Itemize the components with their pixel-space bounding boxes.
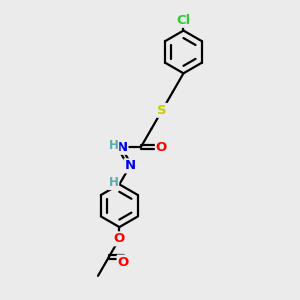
Text: O: O <box>156 141 167 154</box>
Text: H: H <box>109 176 118 189</box>
Text: H: H <box>109 139 118 152</box>
Text: O: O <box>118 256 129 268</box>
Text: S: S <box>157 104 167 117</box>
Text: O: O <box>114 232 125 245</box>
Text: N: N <box>124 159 136 172</box>
Text: N: N <box>116 141 128 154</box>
Text: Cl: Cl <box>176 14 190 27</box>
